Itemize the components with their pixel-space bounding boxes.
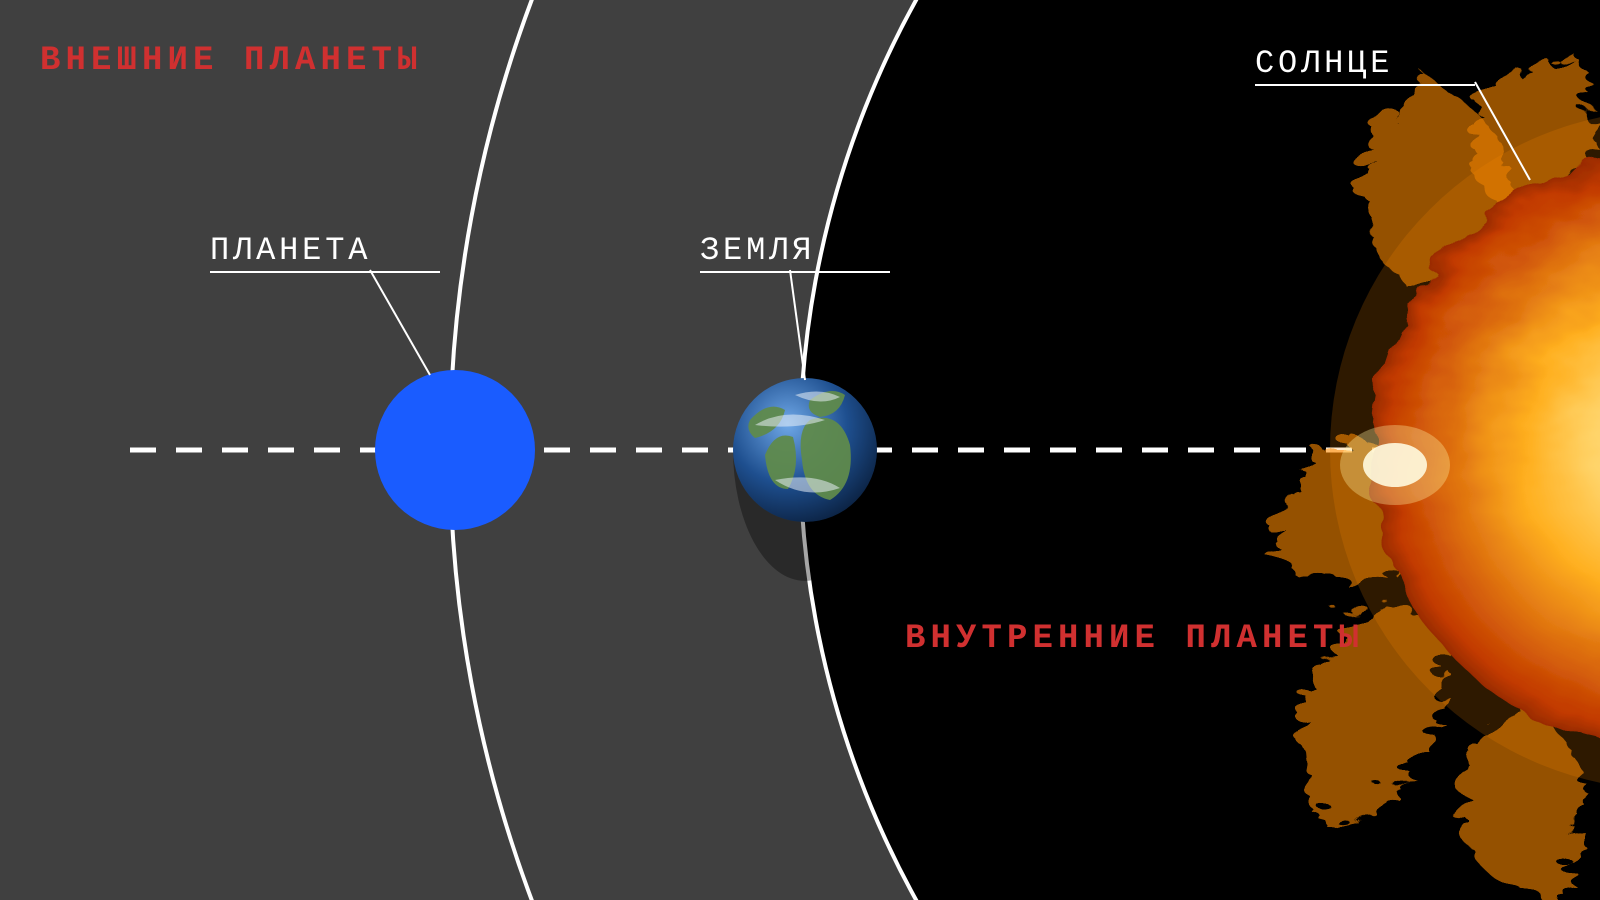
inner-planets-region-label: ВНУТРЕННИЕ ПЛАНЕТЫ: [905, 620, 1364, 658]
earth-label: ЗЕМЛЯ: [700, 232, 890, 273]
sun-label: СОЛНЦЕ: [1255, 45, 1475, 86]
solar-system-diagram: ВНЕШНИЕ ПЛАНЕТЫ ВНУТРЕННИЕ ПЛАНЕТЫ СОЛНЦ…: [0, 0, 1600, 900]
diagram-svg: [0, 0, 1600, 900]
outer-planet: [375, 370, 535, 530]
outer-planets-region-label: ВНЕШНИЕ ПЛАНЕТЫ: [40, 42, 423, 80]
planet-label: ПЛАНЕТА: [210, 232, 440, 273]
